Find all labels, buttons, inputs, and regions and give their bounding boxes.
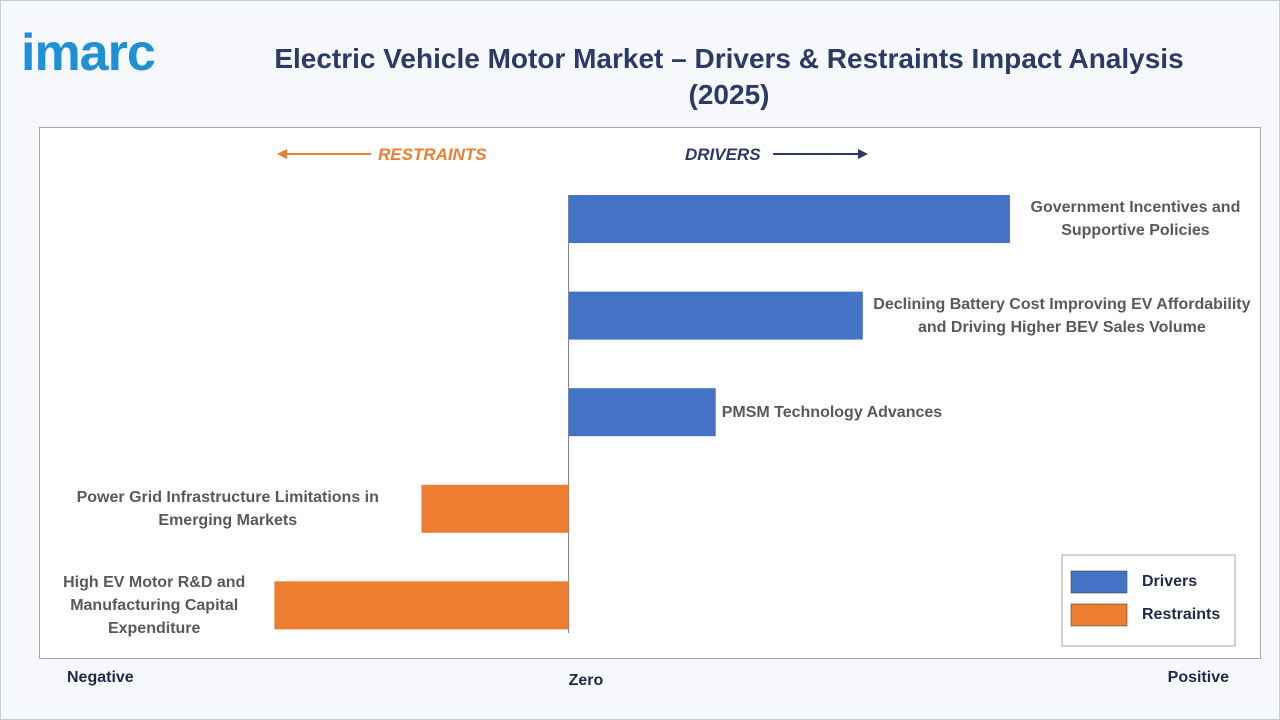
bar: [568, 195, 1010, 243]
legend-label: Restraints: [1142, 606, 1221, 623]
restraints-header: RESTRAINTS: [378, 145, 487, 164]
axis-label: Positive: [1167, 669, 1229, 686]
legend-box: [1061, 554, 1236, 647]
drivers-header: DRIVERS: [685, 145, 761, 164]
chart-title: Electric Vehicle Motor Market – Drivers …: [274, 43, 1184, 110]
legend-swatch: [1070, 603, 1128, 627]
axis-label: Zero: [568, 672, 604, 689]
axis-label: Negative: [67, 669, 134, 686]
bar-label: Declining Battery Cost Improving EV Affo…: [873, 295, 1251, 336]
arrow-head: [858, 149, 868, 159]
bar: [421, 484, 569, 533]
legend-swatch: [1070, 570, 1128, 594]
bar-label: Power Grid Infrastructure Limitations in…: [76, 488, 379, 529]
bar: [274, 581, 569, 630]
legend-label: Drivers: [1142, 573, 1198, 590]
arrow-head: [277, 149, 287, 159]
bar-label: Government Incentives and Supportive Pol…: [1030, 199, 1241, 239]
bar-label: High EV Motor R&D and Manufacturing Capi…: [63, 573, 246, 637]
bar-label: PMSM Technology Advances: [721, 403, 943, 421]
logo: imarc: [21, 24, 156, 82]
bar: [568, 388, 716, 437]
bar: [568, 291, 863, 340]
